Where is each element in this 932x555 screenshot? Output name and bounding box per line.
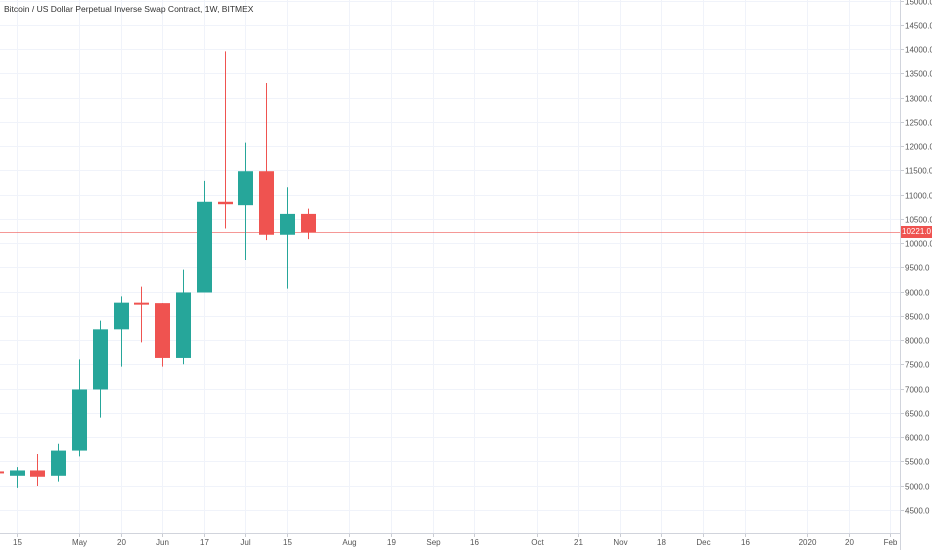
candle-body bbox=[134, 302, 149, 305]
y-tick-label: 9500.0 bbox=[905, 264, 930, 273]
x-tick-label: Oct bbox=[531, 538, 544, 547]
grid bbox=[0, 0, 900, 533]
y-tick-label: 13500.0 bbox=[905, 70, 932, 79]
candle-body bbox=[238, 171, 253, 206]
y-tick-label: 8000.0 bbox=[905, 337, 930, 346]
x-tick-label: Jun bbox=[156, 538, 169, 547]
x-tick-label: 18 bbox=[657, 538, 666, 547]
last-price-tag: 10221.0 bbox=[901, 226, 932, 238]
y-tick-label: 13000.0 bbox=[905, 95, 932, 104]
candle-body bbox=[93, 329, 108, 390]
candle-body bbox=[51, 450, 66, 476]
x-tick-label: Jul bbox=[240, 538, 250, 547]
y-tick-label: 6000.0 bbox=[905, 434, 930, 443]
x-tick-label: Nov bbox=[613, 538, 627, 547]
x-tick-label: 20 bbox=[117, 538, 126, 547]
candle-body bbox=[30, 470, 45, 477]
x-tick-label: Feb bbox=[884, 538, 898, 547]
x-tick-label: Sep bbox=[426, 538, 441, 547]
y-tick-label: 11500.0 bbox=[905, 167, 932, 176]
y-tick-label: 10500.0 bbox=[905, 216, 932, 225]
y-tick-label: 12500.0 bbox=[905, 119, 932, 128]
y-tick-label: 6500.0 bbox=[905, 410, 930, 419]
x-tick-label: 15 bbox=[13, 538, 22, 547]
candle-body bbox=[197, 201, 212, 293]
x-tick-label: 20 bbox=[845, 538, 854, 547]
y-tick-label: 10000.0 bbox=[905, 240, 932, 249]
x-tick-label: 17 bbox=[200, 538, 209, 547]
candle-body bbox=[280, 213, 295, 235]
candle-body bbox=[72, 389, 87, 451]
candle-body bbox=[301, 213, 316, 233]
y-tick-label: 8500.0 bbox=[905, 313, 930, 322]
y-tick-label: 15000.0 bbox=[905, 0, 932, 7]
x-tick-label: 16 bbox=[741, 538, 750, 547]
candles bbox=[0, 51, 316, 488]
candle-body bbox=[218, 201, 233, 205]
y-tick-label: 11000.0 bbox=[905, 192, 932, 201]
y-tick-label: 7000.0 bbox=[905, 386, 930, 395]
x-tick-label: 15 bbox=[283, 538, 292, 547]
candle-body bbox=[10, 470, 25, 476]
x-tick-label: May bbox=[72, 538, 87, 547]
x-tick-label: 2020 bbox=[799, 538, 817, 547]
candle-body bbox=[176, 292, 191, 358]
x-tick-label: 19 bbox=[387, 538, 396, 547]
y-tick-label: 5000.0 bbox=[905, 483, 930, 492]
chart-title: Bitcoin / US Dollar Perpetual Inverse Sw… bbox=[4, 4, 254, 14]
x-tick-label: Aug bbox=[342, 538, 356, 547]
y-tick-label: 14500.0 bbox=[905, 22, 932, 31]
candle-body bbox=[0, 471, 4, 474]
candle-body bbox=[155, 303, 170, 358]
x-tick-label: 16 bbox=[470, 538, 479, 547]
candle-body bbox=[259, 171, 274, 235]
y-tick-label: 4500.0 bbox=[905, 507, 930, 516]
y-tick-label: 12000.0 bbox=[905, 143, 932, 152]
y-tick-label: 7500.0 bbox=[905, 361, 930, 370]
x-tick-label: Dec bbox=[696, 538, 710, 547]
candle-body bbox=[114, 302, 129, 330]
y-tick-label: 14000.0 bbox=[905, 46, 932, 55]
y-tick-label: 9000.0 bbox=[905, 289, 930, 298]
x-tick-label: 21 bbox=[574, 538, 583, 547]
y-tick-label: 5500.0 bbox=[905, 458, 930, 467]
